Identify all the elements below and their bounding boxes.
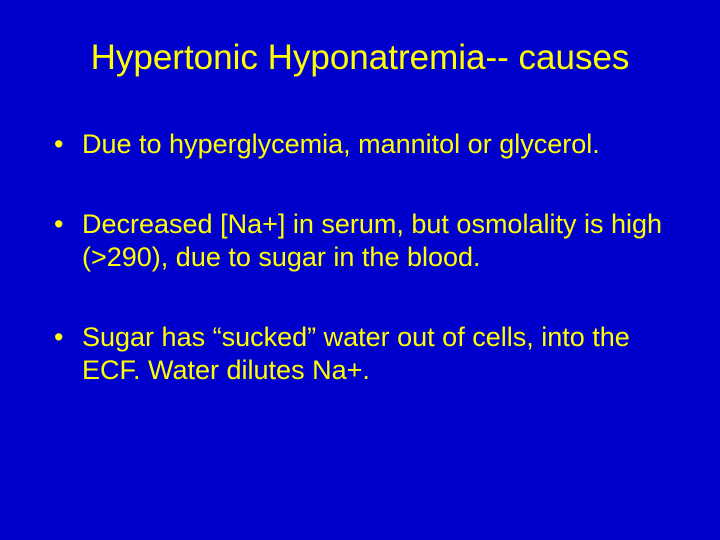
bullet-item: Sugar has “sucked” water out of cells, i…: [54, 321, 680, 386]
slide-container: Hypertonic Hyponatremia-- causes Due to …: [0, 0, 720, 540]
bullet-list: Due to hyperglycemia, mannitol or glycer…: [40, 128, 680, 386]
slide-title: Hypertonic Hyponatremia-- causes: [40, 38, 680, 78]
bullet-item: Due to hyperglycemia, mannitol or glycer…: [54, 128, 680, 160]
bullet-item: Decreased [Na+] in serum, but osmolality…: [54, 208, 680, 273]
